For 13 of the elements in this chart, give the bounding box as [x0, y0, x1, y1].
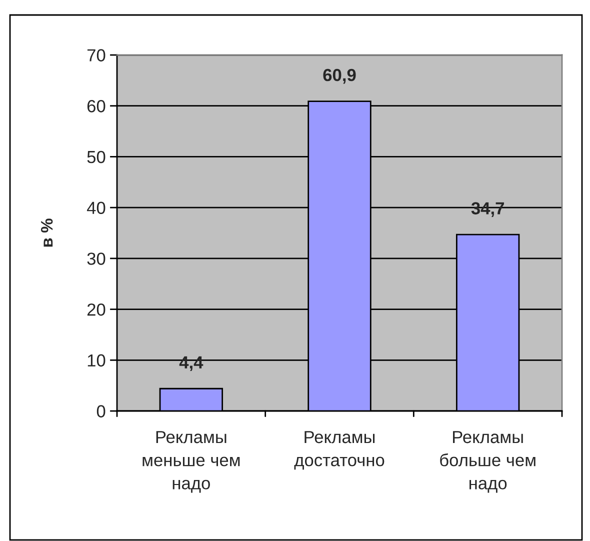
y-tick-label: 70 [87, 49, 106, 62]
y-tick-label: 40 [86, 202, 106, 214]
y-axis-title: в % [40, 218, 53, 247]
y-tick-label: 10 [88, 354, 106, 367]
y-tick-label: 50 [87, 150, 106, 164]
x-tick-label: Рекламы больше чем надо [440, 431, 536, 493]
y-tick-label: 0 [96, 405, 106, 418]
y-tick-label: 20 [87, 303, 106, 316]
y-tick-label: 60 [87, 100, 106, 112]
y-tick-label: 30 [87, 252, 106, 265]
x-tick-label: Рекламы меньше чем надо [142, 431, 240, 493]
data-label: 60,9 [323, 68, 356, 84]
x-tick-label: Рекламы достаточно [294, 431, 384, 470]
